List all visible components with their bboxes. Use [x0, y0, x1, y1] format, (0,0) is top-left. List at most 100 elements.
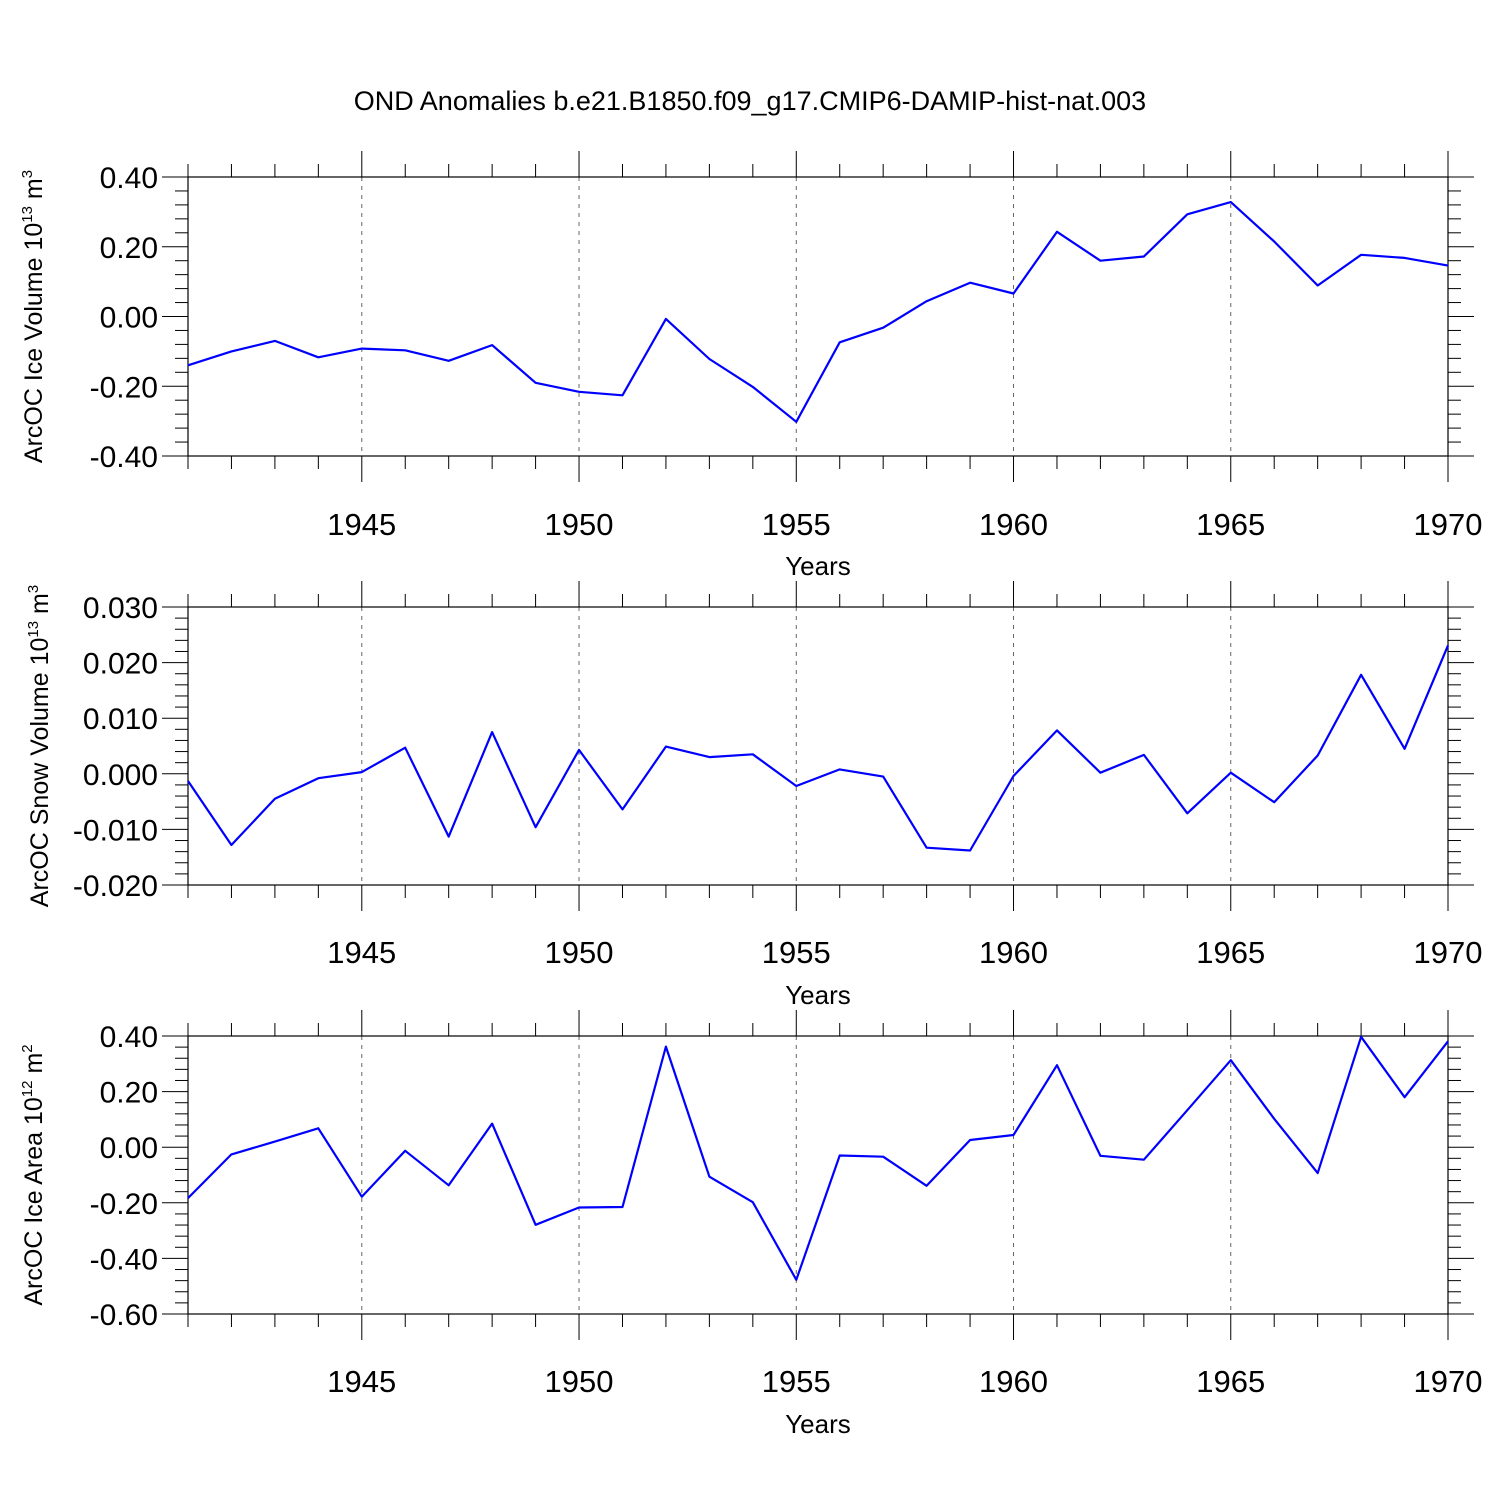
data-point-1967 [1316, 753, 1320, 757]
data-point-1947 [447, 835, 451, 839]
data-point-1942 [229, 1152, 233, 1156]
data-point-1948 [490, 730, 494, 734]
data-point-1952 [664, 1045, 668, 1049]
data-point-1950 [577, 748, 581, 752]
y-tick-label: -0.020 [73, 870, 158, 903]
data-point-1949 [534, 1223, 538, 1227]
y-tick-label: -0.20 [90, 1188, 158, 1221]
data-point-1945 [360, 770, 364, 774]
y-tick-label: -0.20 [90, 371, 158, 404]
data-point-1957 [881, 326, 885, 330]
chart-panel-1: -0.40 -0.20 0.00 0.20 0.40 1945 1950 1955 1960 19… [19, 151, 1482, 581]
data-point-1970 [1446, 643, 1450, 647]
data-point-1965 [1229, 200, 1233, 204]
data-point-1944 [316, 1126, 320, 1130]
chart-panel-2: -0.020 -0.010 0.000 0.010 0.020 0.030 1945 1950… [25, 581, 1482, 1010]
x-tick-label: 1945 [327, 935, 396, 970]
data-point-1962 [1098, 1154, 1102, 1158]
data-point-1957 [881, 1155, 885, 1159]
y-tick-label: 0.00 [100, 1132, 158, 1165]
data-point-1966 [1272, 800, 1276, 804]
data-point-1962 [1098, 771, 1102, 775]
plot-frame [187, 1035, 1449, 1315]
data-point-1959 [968, 1138, 972, 1142]
x-tick-label: 1965 [1196, 935, 1265, 970]
data-point-1946 [403, 746, 407, 750]
data-point-1964 [1185, 811, 1189, 815]
x-tick-label: 1965 [1196, 507, 1265, 542]
data-point-1955 [794, 420, 798, 424]
x-tick-label: 1960 [979, 1364, 1048, 1399]
x-tick-label: 1955 [762, 1364, 831, 1399]
data-point-1962 [1098, 259, 1102, 263]
series-line [187, 201, 1449, 423]
data-point-1953 [707, 755, 711, 759]
data-point-1960 [1012, 1133, 1016, 1137]
data-point-1964 [1185, 212, 1189, 216]
data-point-1953 [707, 1175, 711, 1179]
y-tick-label: 0.40 [100, 162, 158, 195]
data-point-1944 [316, 776, 320, 780]
y-tick-label: 0.20 [100, 232, 158, 265]
data-point-1950 [577, 390, 581, 394]
data-point-1960 [1012, 774, 1016, 778]
data-point-1951 [620, 393, 624, 397]
data-point-1943 [273, 797, 277, 801]
data-point-1941 [186, 363, 190, 367]
data-point-1958 [925, 1184, 929, 1188]
data-point-1956 [838, 1154, 842, 1158]
data-point-1941 [186, 779, 190, 783]
data-point-1963 [1142, 753, 1146, 757]
data-point-1949 [534, 381, 538, 385]
y-tick-label: -0.40 [90, 1243, 158, 1276]
data-point-1942 [229, 349, 233, 353]
data-point-1947 [447, 1183, 451, 1187]
data-point-1961 [1055, 1063, 1059, 1067]
data-point-1956 [838, 767, 842, 771]
data-point-1966 [1272, 240, 1276, 244]
data-point-1954 [751, 752, 755, 756]
data-point-1959 [968, 849, 972, 853]
data-point-1968 [1359, 673, 1363, 677]
data-point-1969 [1403, 747, 1407, 751]
data-point-1969 [1403, 1095, 1407, 1099]
data-point-1954 [751, 385, 755, 389]
data-point-1951 [620, 807, 624, 811]
data-point-1949 [534, 825, 538, 829]
y-axis-label: ArcOC Ice Area 1012 m2 [19, 1044, 48, 1305]
data-point-1957 [881, 775, 885, 779]
x-tick-label: 1960 [979, 507, 1048, 542]
x-tick-label: 1945 [327, 507, 396, 542]
x-tick-label: 1970 [1414, 935, 1483, 970]
x-tick-label: 1960 [979, 935, 1048, 970]
data-point-1948 [490, 1122, 494, 1126]
data-point-1963 [1142, 255, 1146, 259]
y-tick-label: -0.60 [90, 1299, 158, 1332]
x-tick-label: 1955 [762, 507, 831, 542]
data-point-1960 [1012, 291, 1016, 295]
data-point-1963 [1142, 1158, 1146, 1162]
y-tick-label: 0.20 [100, 1077, 158, 1110]
x-tick-label: 1950 [545, 507, 614, 542]
data-point-1946 [403, 1149, 407, 1153]
data-point-1952 [664, 317, 668, 321]
data-point-1944 [316, 355, 320, 359]
y-tick-label: 0.020 [83, 648, 158, 681]
data-point-1954 [751, 1200, 755, 1204]
data-point-1945 [360, 347, 364, 351]
data-point-1955 [794, 1278, 798, 1282]
plot-frame [187, 176, 1449, 457]
data-point-1943 [273, 339, 277, 343]
data-point-1948 [490, 343, 494, 347]
data-point-1952 [664, 745, 668, 749]
data-point-1958 [925, 846, 929, 850]
data-point-1945 [360, 1195, 364, 1199]
data-point-1970 [1446, 264, 1450, 268]
data-point-1965 [1229, 771, 1233, 775]
y-tick-label: 0.40 [100, 1021, 158, 1054]
data-point-1946 [403, 348, 407, 352]
data-point-1956 [838, 340, 842, 344]
data-point-1951 [620, 1205, 624, 1209]
